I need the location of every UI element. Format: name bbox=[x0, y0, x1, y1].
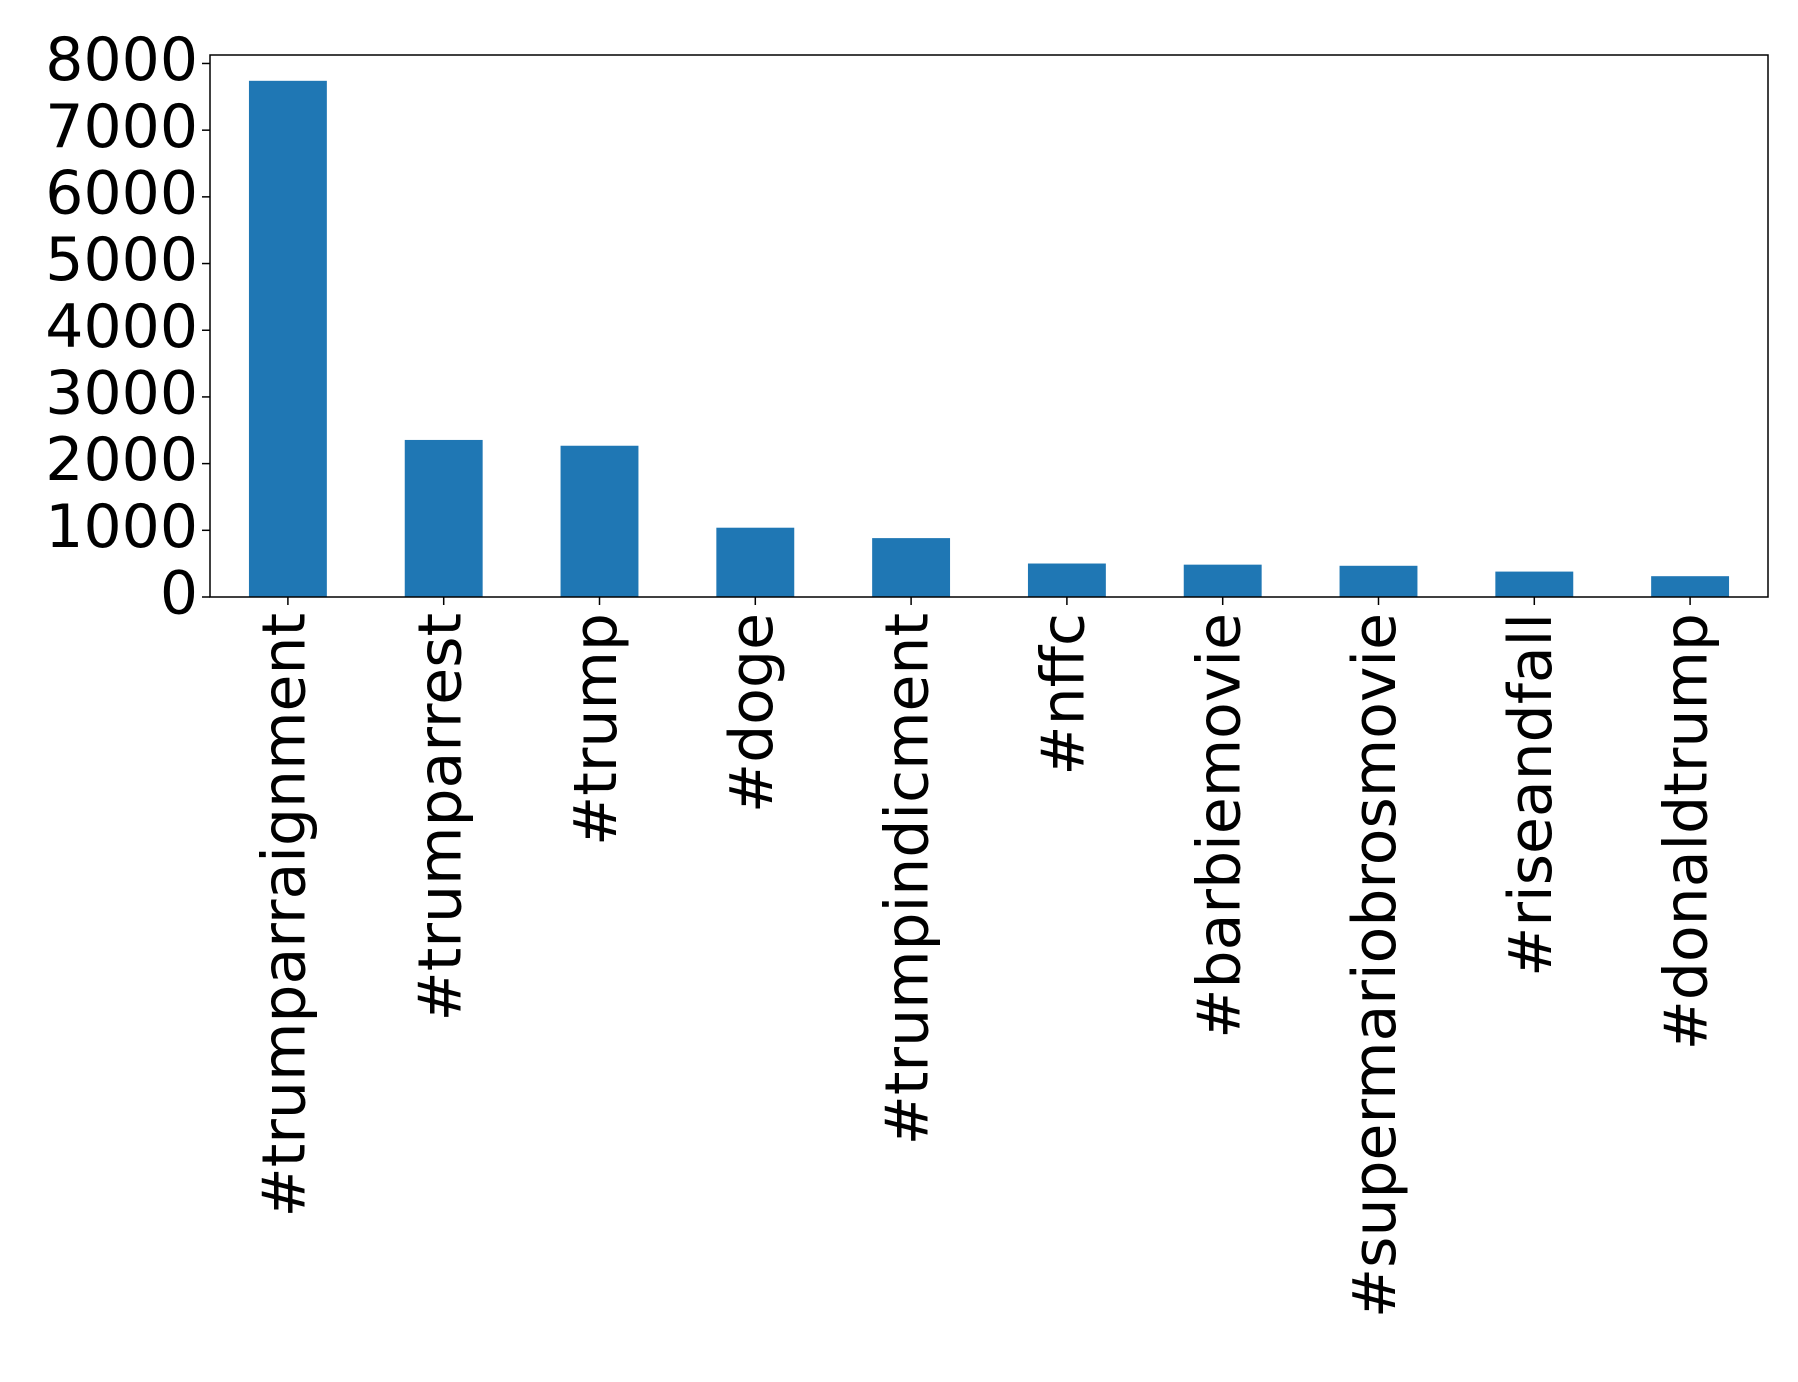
bar bbox=[872, 538, 951, 597]
y-tick-label: 0 bbox=[160, 559, 198, 629]
x-tick-label: #barbiemovie bbox=[1184, 613, 1254, 1039]
x-tick-label: #trumparrest bbox=[405, 613, 475, 1021]
x-tick-label: #supermariobrosmovie bbox=[1340, 613, 1410, 1318]
y-tick-label: 6000 bbox=[45, 158, 198, 228]
y-tick-label: 1000 bbox=[45, 492, 198, 562]
bar bbox=[1651, 576, 1730, 597]
x-tick-label: #trumpindicment bbox=[873, 613, 943, 1145]
bar bbox=[1495, 571, 1574, 597]
bar bbox=[1027, 563, 1106, 597]
x-tick-label: #doge bbox=[717, 613, 787, 813]
y-tick-label: 4000 bbox=[45, 292, 198, 362]
bar bbox=[248, 80, 327, 598]
y-tick-label: 7000 bbox=[45, 92, 198, 162]
y-tick-label: 3000 bbox=[45, 359, 198, 429]
y-tick-label: 2000 bbox=[45, 425, 198, 495]
bar bbox=[404, 439, 483, 597]
bar bbox=[1339, 565, 1418, 597]
x-tick-label: #nffc bbox=[1028, 613, 1098, 776]
x-tick-label: #riseandfall bbox=[1496, 613, 1566, 977]
y-tick-label: 5000 bbox=[45, 225, 198, 295]
x-tick-label: #trumparraignment bbox=[249, 613, 319, 1218]
plot-frame bbox=[209, 54, 1769, 598]
bar bbox=[1183, 564, 1262, 597]
x-tick-label: #trump bbox=[561, 613, 631, 846]
bar bbox=[716, 527, 795, 597]
x-tick-label: #donaldtrump bbox=[1652, 613, 1722, 1050]
y-tick-label: 8000 bbox=[45, 25, 198, 95]
bar bbox=[560, 445, 639, 597]
